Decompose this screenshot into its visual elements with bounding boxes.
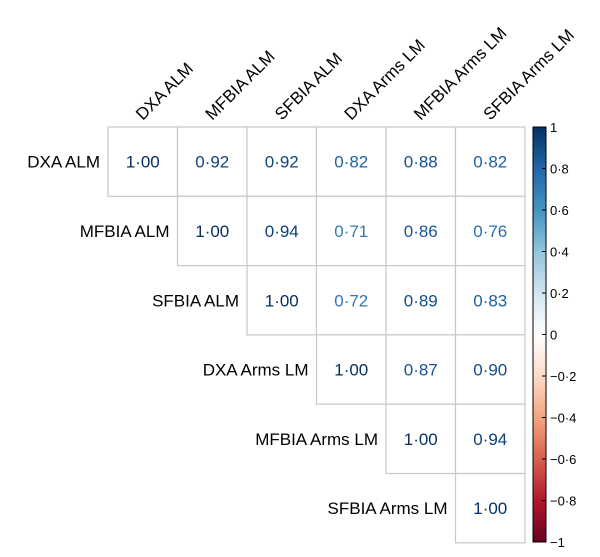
heatmap-cell-1-5 bbox=[454, 195, 526, 267]
heatmap-cell-0-5 bbox=[454, 126, 526, 197]
cells-layer: 1·00 0·92 0·92 0·82 0·88 0·82 1·00 0·94 0·71 0·86… bbox=[107, 126, 526, 544]
heatmap-cell-2-2 bbox=[246, 265, 318, 336]
cell-value-1-5: 0·76 bbox=[473, 222, 507, 241]
column-label-1: MFBIA ALM bbox=[202, 47, 279, 124]
cell-value-5-5: 1·00 bbox=[473, 499, 507, 518]
cell-value-1-1: 1·00 bbox=[195, 222, 229, 241]
cell-value-0-1: 0·92 bbox=[195, 153, 229, 172]
cell-value-4-5: 0·94 bbox=[473, 430, 507, 449]
colorbar: 1 0·8 0·6 0·4 0·2 0 −0·2 −0·4 −0·6 −0·8 −1 bbox=[532, 120, 576, 550]
row-label-1: MFBIA ALM bbox=[80, 222, 170, 241]
cell-value-2-3: 0·72 bbox=[334, 291, 368, 310]
cell-value-0-0: 1·00 bbox=[126, 153, 160, 172]
heatmap-cell-4-4 bbox=[385, 403, 457, 475]
colorbar-tick-label-1: 0·8 bbox=[550, 162, 569, 177]
cell-value-2-4: 0·89 bbox=[404, 291, 438, 310]
heatmap-cell-0-0 bbox=[107, 126, 179, 197]
cell-value-4-4: 1·00 bbox=[404, 430, 438, 449]
colorbar-tick-label-6: −0·2 bbox=[550, 369, 576, 384]
colorbar-tick-label-7: −0·4 bbox=[550, 411, 576, 426]
cell-value-1-3: 0·71 bbox=[334, 222, 368, 241]
heatmap-cell-3-5 bbox=[454, 334, 526, 405]
heatmap-cell-1-4 bbox=[385, 195, 457, 267]
row-label-4: MFBIA Arms LM bbox=[255, 430, 378, 449]
colorbar-tick-label-0: 1 bbox=[550, 120, 557, 135]
row-labels: DXA ALM MFBIA ALM SFBIA ALM DXA Arms LM MFBI… bbox=[27, 153, 447, 519]
cell-value-0-5: 0·82 bbox=[473, 153, 507, 172]
colorbar-tick-label-4: 0·2 bbox=[550, 286, 569, 301]
row-label-3: DXA Arms LM bbox=[203, 361, 309, 380]
heatmap-cell-5-5 bbox=[454, 472, 526, 544]
row-label-5: SFBIA Arms LM bbox=[328, 499, 448, 518]
cell-value-1-4: 0·86 bbox=[404, 222, 438, 241]
column-label-0: DXA ALM bbox=[132, 59, 197, 124]
heatmap-cell-1-2 bbox=[246, 195, 318, 267]
heatmap-cell-3-3 bbox=[315, 334, 387, 405]
cell-value-3-4: 0·87 bbox=[404, 361, 438, 380]
heatmap-cell-2-4 bbox=[385, 265, 457, 336]
cell-value-0-3: 0·82 bbox=[334, 153, 368, 172]
colorbar-tick-label-2: 0·6 bbox=[550, 203, 569, 218]
cell-value-2-5: 0·83 bbox=[473, 291, 507, 310]
cell-value-2-2: 1·00 bbox=[265, 291, 299, 310]
row-label-0: DXA ALM bbox=[27, 153, 100, 172]
cell-value-1-2: 0·94 bbox=[265, 222, 299, 241]
heatmap-cell-1-1 bbox=[176, 195, 248, 267]
cell-value-3-3: 1·00 bbox=[334, 361, 368, 380]
heatmap-cell-0-2 bbox=[246, 126, 318, 197]
row-label-2: SFBIA ALM bbox=[152, 291, 239, 310]
heatmap-cell-4-5 bbox=[454, 403, 526, 475]
cell-value-3-5: 0·90 bbox=[473, 361, 507, 380]
colorbar-tick-label-3: 0·4 bbox=[550, 245, 569, 260]
colorbar-tick-label-5: 0 bbox=[550, 328, 557, 343]
column-label-2: SFBIA ALM bbox=[271, 49, 346, 124]
colorbar-tick-label-9: −0·8 bbox=[550, 494, 576, 509]
colorbar-tick-label-10: −1 bbox=[550, 535, 565, 550]
colorbar-tick-label-8: −0·6 bbox=[550, 452, 576, 467]
heatmap-cell-0-1 bbox=[176, 126, 248, 197]
cell-value-0-2: 0·92 bbox=[265, 153, 299, 172]
cell-value-0-4: 0·88 bbox=[404, 153, 438, 172]
heatmap-cell-3-4 bbox=[385, 334, 457, 405]
